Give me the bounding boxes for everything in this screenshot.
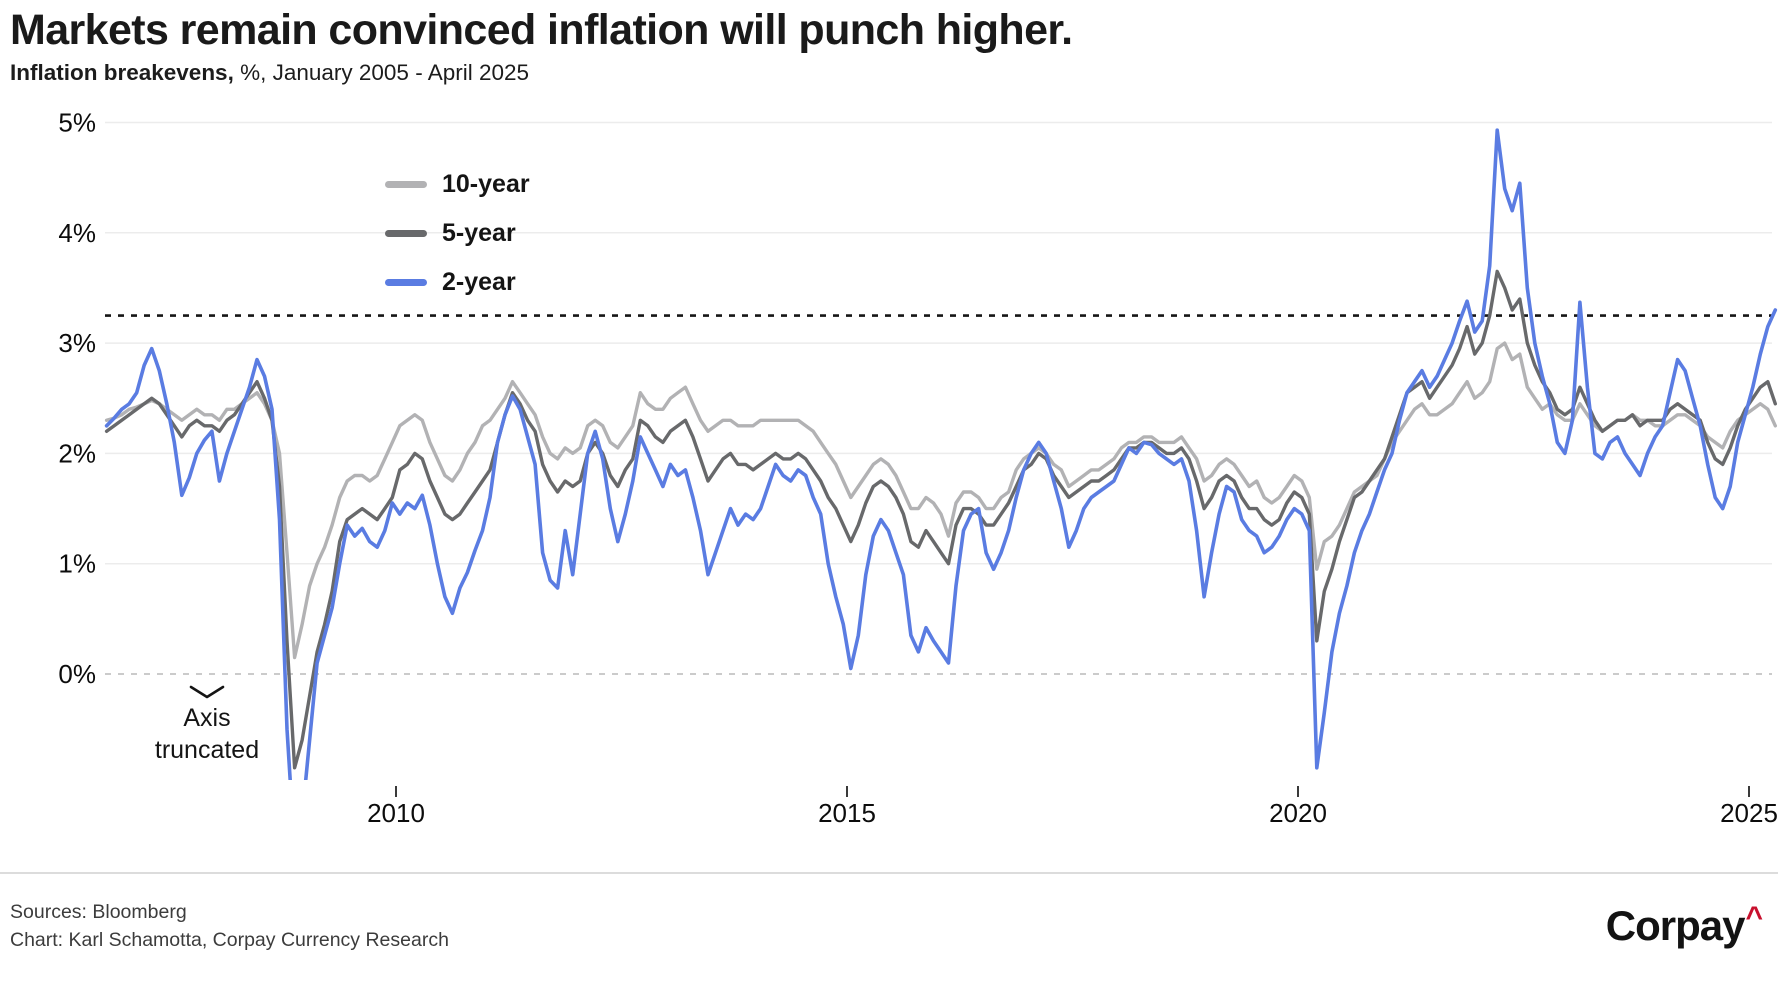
- y-axis-label: 1%: [58, 549, 96, 579]
- sources-text: Sources: Bloomberg: [10, 901, 187, 923]
- chart-title: Markets remain convinced inflation will …: [10, 6, 1073, 54]
- legend-swatch-2-year: [385, 279, 427, 286]
- series-line-10-year: [104, 341, 1778, 660]
- legend-label-10-year: 10-year: [442, 170, 530, 198]
- footer-credits: Sources: Bloomberg Chart: Karl Schamotta…: [10, 898, 449, 954]
- x-axis-label: 2010: [367, 798, 425, 828]
- y-axis-label: 0%: [58, 659, 96, 689]
- series-group: [104, 128, 1778, 780]
- chart-subtitle: Inflation breakevens, %, January 2005 - …: [10, 60, 529, 86]
- x-axis-label: 2025: [1720, 798, 1778, 828]
- corpay-logo: Corpay^: [1605, 901, 1763, 950]
- corpay-logo-caret-icon: ^: [1745, 901, 1763, 934]
- legend: 10-year 5-year 2-year: [385, 160, 530, 307]
- axis-note-line1: Axis: [183, 704, 231, 732]
- footer-divider: [0, 872, 1778, 874]
- x-axis-label: 2015: [818, 798, 876, 828]
- subtitle-bold: Inflation breakevens,: [10, 60, 234, 85]
- corpay-logo-text: Corpay: [1605, 902, 1746, 949]
- legend-item-10-year: 10-year: [385, 160, 530, 209]
- legend-label-2-year: 2-year: [442, 268, 516, 296]
- y-axis-label: 3%: [58, 328, 96, 358]
- axis-truncated-note: Axis truncated: [117, 684, 297, 766]
- legend-item-2-year: 2-year: [385, 258, 530, 307]
- legend-item-5-year: 5-year: [385, 209, 530, 258]
- series-line-2-year: [104, 128, 1778, 780]
- legend-swatch-10-year: [385, 181, 427, 188]
- y-axis-label: 5%: [58, 108, 96, 138]
- legend-swatch-5-year: [385, 230, 427, 237]
- legend-label-5-year: 5-year: [442, 219, 516, 247]
- x-axis-label: 2020: [1269, 798, 1327, 828]
- series-line-5-year: [104, 269, 1778, 770]
- chevron-down-icon: [189, 685, 225, 699]
- chart-credit-text: Chart: Karl Schamotta, Corpay Currency R…: [10, 929, 449, 951]
- axis-note-line2: truncated: [154, 736, 260, 764]
- y-axis-label: 2%: [58, 438, 96, 468]
- subtitle-rest: %, January 2005 - April 2025: [233, 60, 530, 85]
- y-axis-label: 4%: [58, 218, 96, 248]
